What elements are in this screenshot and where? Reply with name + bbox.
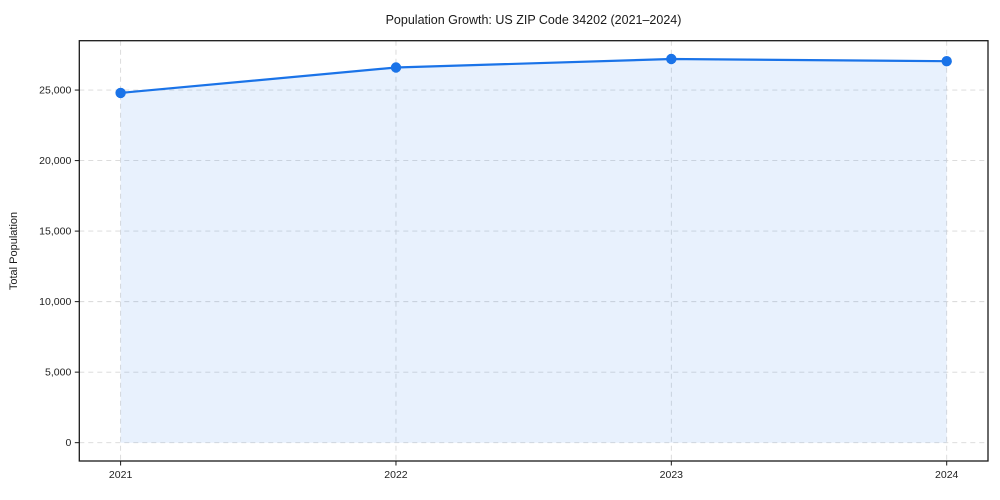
x-tick-label: 2021 [109,469,133,481]
y-tick-label: 15,000 [39,226,71,238]
chart-title: Population Growth: US ZIP Code 34202 (20… [386,13,682,27]
area-fill [120,59,947,443]
data-point-marker [115,87,126,99]
y-tick-label: 20,000 [39,155,71,167]
y-tick-label: 25,000 [39,85,71,97]
y-tick-label: 5,000 [45,367,71,379]
x-tick-label: 2023 [660,469,684,481]
tick-layer [74,89,948,466]
data-point-marker [666,53,677,65]
data-point-marker [941,56,952,67]
x-tick-label: 2022 [384,469,408,481]
tick-label-layer: 0 5,000 10,000 15,000 20,000 25,000 2021 2022 20… [39,85,958,481]
y-axis-label: Total Population [8,212,20,290]
data-point-markers [115,53,952,99]
plot-border [78,40,989,462]
data-point-marker [390,62,402,73]
grid-layer [79,40,988,461]
x-tick-label: 2024 [935,469,959,481]
y-tick-label: 0 [65,437,71,449]
y-tick-label: 10,000 [39,296,71,308]
trend-line [119,57,948,95]
